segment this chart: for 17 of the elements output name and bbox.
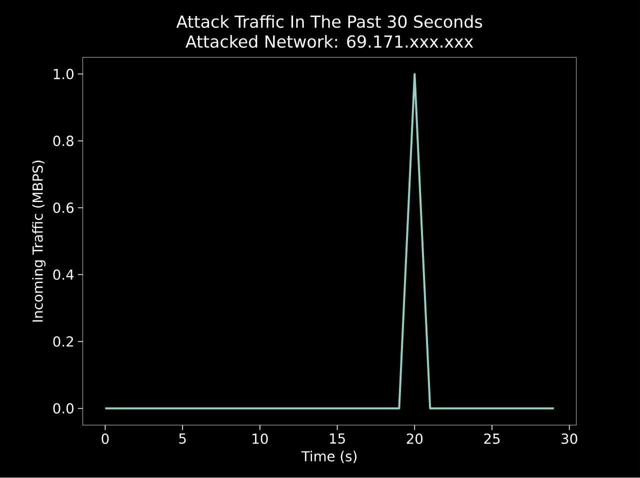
y-tick-label: 0.6 — [53, 202, 74, 214]
x-tick-label: 20 — [406, 434, 423, 444]
y-axis-title: Incoming Traffic (MBPS) — [32, 160, 46, 322]
chart-title: Attack Traffic In The Past 30 Seconds — [176, 15, 482, 28]
y-tick-label: 0.4 — [53, 270, 74, 280]
y-tick-label: 1.0 — [54, 68, 74, 80]
x-tick-label: 10 — [252, 434, 268, 444]
x-tick-label: 30 — [562, 434, 578, 444]
x-tick-label: 25 — [484, 434, 500, 444]
y-tick-label: 0.0 — [53, 403, 74, 414]
x-tick-label: 5 — [179, 434, 186, 444]
x-axis-title: Time (s) — [301, 450, 356, 464]
chart-subtitle: Attacked Network: 69.171.xxx.xxx — [186, 35, 474, 48]
x-tick-label: 0 — [102, 434, 109, 444]
x-tick-label: 15 — [330, 434, 345, 444]
y-tick-label: 0.8 — [53, 136, 74, 146]
y-tick-label: 0.2 — [53, 336, 73, 347]
